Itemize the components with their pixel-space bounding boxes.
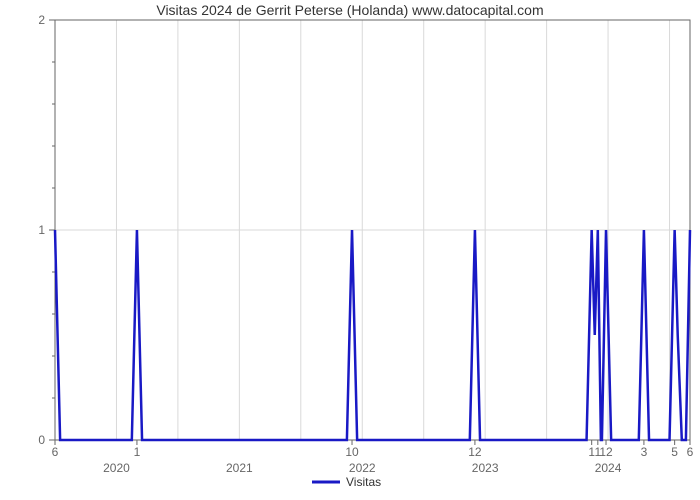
x-point-label: 6 xyxy=(52,445,59,459)
x-point-label: 6 xyxy=(687,445,694,459)
x-year-label: 2024 xyxy=(595,461,622,475)
x-point-label: 12 xyxy=(599,445,613,459)
chart-title: Visitas 2024 de Gerrit Peterse (Holanda)… xyxy=(156,2,543,18)
x-point-label: 3 xyxy=(641,445,648,459)
x-point-label: 12 xyxy=(468,445,482,459)
x-point-label: 1 xyxy=(134,445,141,459)
x-year-label: 2023 xyxy=(472,461,499,475)
y-tick-label: 0 xyxy=(38,433,45,447)
x-year-label: 2020 xyxy=(103,461,130,475)
legend: Visitas xyxy=(312,475,381,489)
y-tick-label: 1 xyxy=(38,223,45,237)
y-tick-label: 2 xyxy=(38,13,45,27)
legend-label: Visitas xyxy=(346,475,381,489)
x-point-label: 10 xyxy=(345,445,359,459)
x-year-label: 2022 xyxy=(349,461,376,475)
x-point-label: 5 xyxy=(671,445,678,459)
series-line xyxy=(55,230,690,440)
x-year-label: 2021 xyxy=(226,461,253,475)
visits-chart: Visitas 2024 de Gerrit Peterse (Holanda)… xyxy=(0,0,700,500)
